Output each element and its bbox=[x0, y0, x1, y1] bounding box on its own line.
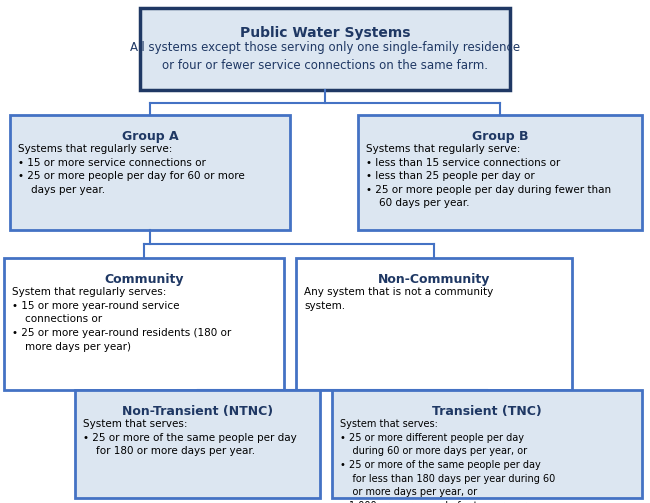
Text: Community: Community bbox=[104, 273, 184, 286]
Text: Non-Transient (NTNC): Non-Transient (NTNC) bbox=[122, 405, 273, 418]
Text: Transient (TNC): Transient (TNC) bbox=[432, 405, 542, 418]
Bar bbox=[332, 390, 642, 498]
Text: Non-Community: Non-Community bbox=[378, 273, 490, 286]
Text: Systems that regularly serve:
• 15 or more service connections or
• 25 or more p: Systems that regularly serve: • 15 or mo… bbox=[18, 144, 245, 195]
Text: System that serves:
• 25 or more different people per day
    during 60 or more : System that serves: • 25 or more differe… bbox=[340, 419, 555, 503]
Text: Group A: Group A bbox=[122, 130, 178, 143]
Text: All systems except those serving only one single-family residence
or four or few: All systems except those serving only on… bbox=[130, 41, 520, 71]
Text: Public Water Systems: Public Water Systems bbox=[240, 26, 410, 40]
Text: System that regularly serves:
• 15 or more year-round service
    connections or: System that regularly serves: • 15 or mo… bbox=[12, 287, 231, 352]
Bar bbox=[75, 390, 320, 498]
Text: Systems that regularly serve:
• less than 15 service connections or
• less than : Systems that regularly serve: • less tha… bbox=[366, 144, 611, 209]
Bar bbox=[4, 258, 284, 390]
Bar bbox=[358, 115, 642, 230]
Text: System that serves:
• 25 or more of the same people per day
    for 180 or more : System that serves: • 25 or more of the … bbox=[83, 419, 297, 456]
Bar bbox=[296, 258, 572, 390]
Text: Any system that is not a community
system.: Any system that is not a community syste… bbox=[304, 287, 493, 311]
Bar bbox=[140, 8, 510, 90]
Bar bbox=[10, 115, 290, 230]
Text: Group B: Group B bbox=[472, 130, 528, 143]
